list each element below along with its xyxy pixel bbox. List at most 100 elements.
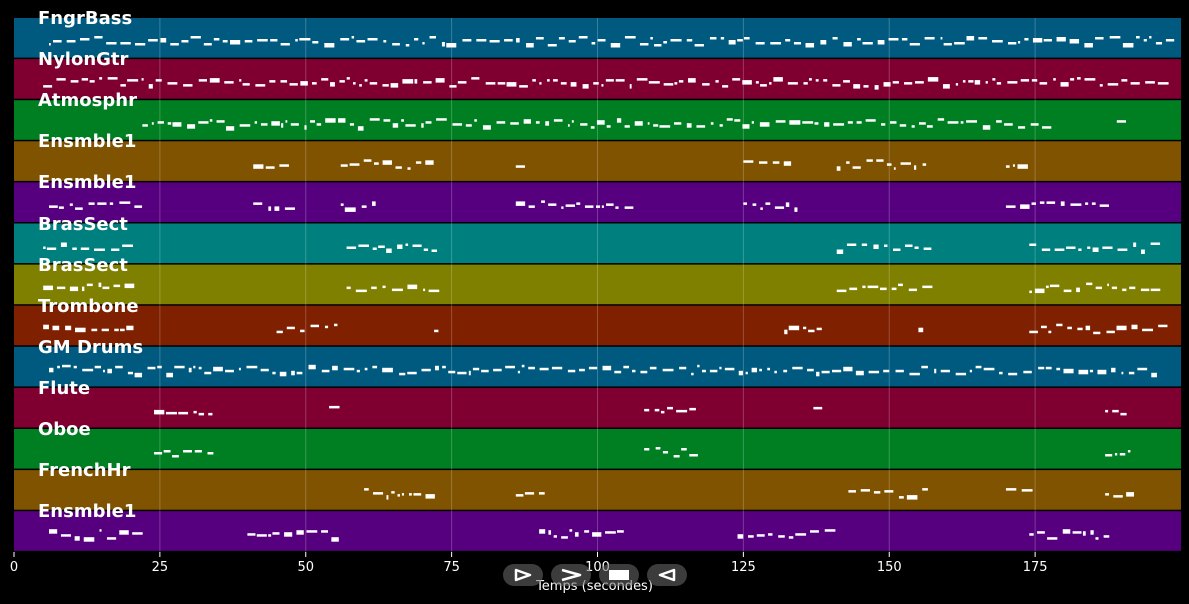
note xyxy=(457,371,467,375)
note xyxy=(551,366,563,370)
note xyxy=(414,38,419,41)
note xyxy=(857,38,861,41)
play-button[interactable] xyxy=(503,564,543,586)
note xyxy=(106,537,117,540)
note xyxy=(1105,409,1109,413)
note xyxy=(689,454,698,457)
note xyxy=(194,450,202,453)
note xyxy=(629,84,632,89)
note xyxy=(1070,203,1082,206)
note xyxy=(1120,412,1127,416)
note xyxy=(1141,249,1145,254)
note xyxy=(767,367,771,371)
note xyxy=(73,365,77,369)
note xyxy=(558,37,565,40)
note xyxy=(1105,493,1110,496)
note xyxy=(1095,286,1102,290)
rewind-button[interactable] xyxy=(647,564,687,586)
note xyxy=(742,124,750,129)
note xyxy=(172,122,182,127)
note xyxy=(937,118,945,121)
note xyxy=(1069,39,1080,44)
note xyxy=(289,83,298,86)
note xyxy=(545,121,550,126)
note xyxy=(209,78,220,83)
note xyxy=(154,409,165,415)
note xyxy=(615,206,619,209)
note xyxy=(832,84,841,87)
note xyxy=(208,412,213,416)
note xyxy=(465,124,472,127)
note xyxy=(553,119,563,122)
note xyxy=(899,124,907,127)
note xyxy=(364,367,368,371)
note xyxy=(883,369,890,373)
x-tick-label: 25 xyxy=(151,560,169,575)
note xyxy=(592,532,602,537)
note xyxy=(148,84,153,89)
note xyxy=(926,125,933,128)
note xyxy=(816,327,822,331)
note xyxy=(808,329,815,333)
note xyxy=(1158,324,1168,328)
note xyxy=(982,125,991,130)
track-band xyxy=(14,470,1181,510)
note xyxy=(605,531,616,534)
note xyxy=(89,80,95,83)
forward-button[interactable] xyxy=(551,564,591,586)
note xyxy=(742,80,752,85)
note xyxy=(1039,82,1048,85)
note xyxy=(279,371,287,377)
note xyxy=(99,77,103,80)
note xyxy=(1129,286,1136,290)
note xyxy=(662,451,669,454)
note xyxy=(726,118,733,121)
track-band xyxy=(14,59,1181,99)
note xyxy=(183,450,192,453)
track-band xyxy=(14,223,1181,264)
note xyxy=(848,490,856,493)
note xyxy=(1008,372,1018,376)
note xyxy=(1030,123,1039,126)
note xyxy=(528,205,535,208)
note xyxy=(597,39,606,42)
note xyxy=(660,410,665,414)
note xyxy=(222,40,228,43)
note xyxy=(895,369,904,373)
note xyxy=(1005,205,1016,208)
note xyxy=(204,371,212,375)
note xyxy=(198,366,202,370)
note xyxy=(969,369,973,373)
note xyxy=(239,79,242,82)
note xyxy=(224,81,234,84)
note xyxy=(134,372,143,378)
note xyxy=(247,533,256,536)
note xyxy=(759,368,762,372)
note xyxy=(355,289,367,293)
note xyxy=(1116,120,1126,123)
note xyxy=(1039,201,1045,204)
note xyxy=(346,246,357,249)
note xyxy=(519,85,528,88)
note xyxy=(53,40,62,43)
note xyxy=(268,534,272,537)
note xyxy=(768,533,773,536)
note xyxy=(802,121,814,124)
note xyxy=(225,369,234,373)
note xyxy=(722,85,729,88)
note xyxy=(1077,77,1081,80)
note xyxy=(213,38,220,41)
note xyxy=(304,125,307,130)
note xyxy=(1017,41,1021,44)
note xyxy=(1029,243,1037,246)
stop-button[interactable] xyxy=(599,564,639,586)
track-label: Ensmble1 xyxy=(38,131,137,153)
note xyxy=(1089,369,1094,373)
note xyxy=(1131,324,1138,330)
note xyxy=(567,124,570,127)
note xyxy=(521,364,525,368)
x-tick-label: 75 xyxy=(443,560,460,575)
note xyxy=(824,529,836,532)
note xyxy=(955,83,959,86)
note xyxy=(408,493,412,496)
